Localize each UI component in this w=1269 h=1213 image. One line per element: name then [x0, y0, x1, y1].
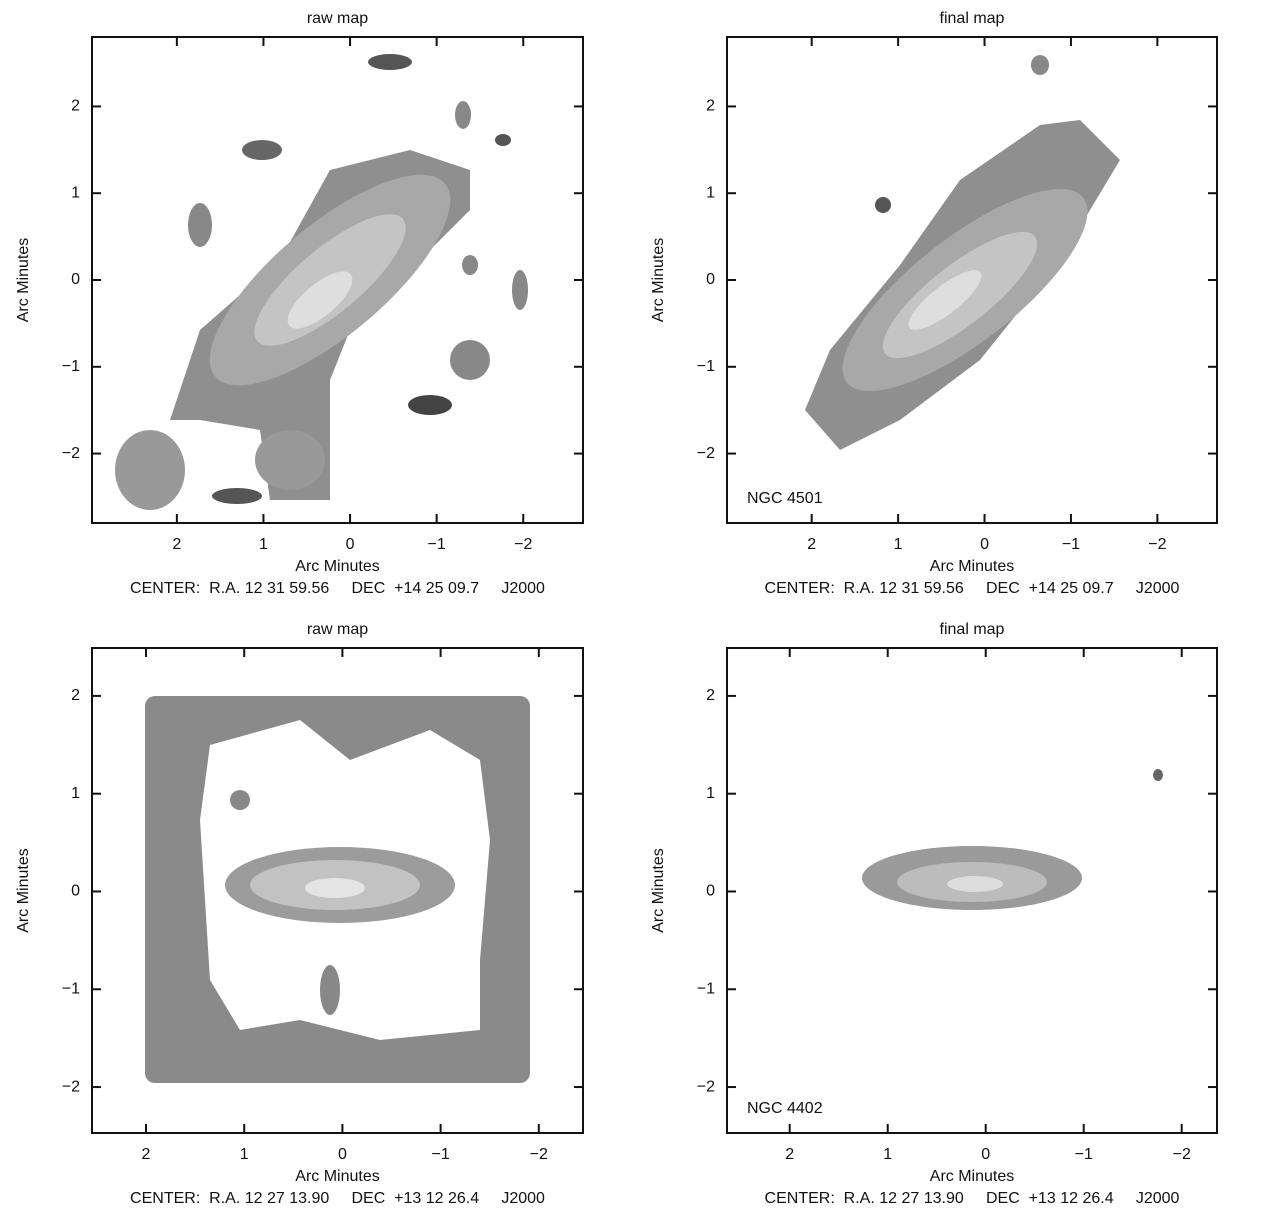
y-tick-label: 2 — [706, 687, 715, 704]
y-tick-label: −2 — [697, 1078, 715, 1095]
x-tick-label: −1 — [1062, 536, 1080, 553]
y-tick-label: −1 — [697, 358, 715, 375]
x-tick-label: 1 — [894, 536, 903, 553]
footer: CENTER: R.A. 12 31 59.56 DEC +14 25 09.7… — [765, 580, 1180, 597]
footer: CENTER: R.A. 12 27 13.90 DEC +13 12 26.4… — [765, 1190, 1180, 1207]
y-tick-label: 2 — [706, 98, 715, 115]
x-tick-label: −2 — [514, 536, 532, 553]
panel-title: raw map — [307, 10, 368, 27]
x-tick-label: 1 — [240, 1146, 249, 1163]
y-tick-label: 0 — [71, 883, 80, 900]
panel-title: final map — [940, 621, 1005, 638]
panel-title: final map — [940, 10, 1005, 27]
y-tick-label: −2 — [62, 445, 80, 462]
x-tick-label: 0 — [980, 536, 989, 553]
x-tick-label: 2 — [785, 1146, 794, 1163]
y-tick-label: 0 — [706, 883, 715, 900]
x-tick-label: 2 — [142, 1146, 151, 1163]
x-axis-label: Arc Minutes — [930, 558, 1014, 575]
galaxy-label: NGC 4402 — [747, 1100, 823, 1117]
x-tick-label: −1 — [1075, 1146, 1093, 1163]
x-tick-label: 0 — [981, 1146, 990, 1163]
x-tick-label: 0 — [346, 536, 355, 553]
x-tick-label: 2 — [807, 536, 816, 553]
x-tick-label: 1 — [883, 1146, 892, 1163]
y-tick-label: 1 — [706, 184, 715, 201]
y-axis-label: Arc Minutes — [15, 848, 32, 932]
x-tick-label: −2 — [530, 1146, 548, 1163]
x-tick-label: −2 — [1173, 1146, 1191, 1163]
x-tick-label: −1 — [428, 536, 446, 553]
x-axis-label: Arc Minutes — [930, 1168, 1014, 1185]
x-tick-label: 2 — [172, 536, 181, 553]
x-tick-label: −1 — [431, 1146, 449, 1163]
x-tick-label: 1 — [259, 536, 268, 553]
y-tick-label: 1 — [71, 785, 80, 802]
y-tick-label: −1 — [62, 980, 80, 997]
y-tick-label: −1 — [697, 980, 715, 997]
footer: CENTER: R.A. 12 31 59.56 DEC +14 25 09.7… — [130, 580, 545, 597]
y-tick-label: 1 — [71, 184, 80, 201]
y-tick-label: −2 — [697, 445, 715, 462]
y-tick-label: 1 — [706, 785, 715, 802]
x-axis-label: Arc Minutes — [295, 558, 379, 575]
y-tick-label: −2 — [62, 1078, 80, 1095]
footer: CENTER: R.A. 12 27 13.90 DEC +13 12 26.4… — [130, 1190, 545, 1207]
x-axis-label: Arc Minutes — [295, 1168, 379, 1185]
y-axis-label: Arc Minutes — [15, 238, 32, 322]
y-tick-label: −1 — [62, 358, 80, 375]
y-axis-label: Arc Minutes — [650, 848, 667, 932]
y-tick-label: 2 — [71, 687, 80, 704]
x-tick-label: −2 — [1148, 536, 1166, 553]
x-tick-label: 0 — [338, 1146, 347, 1163]
galaxy-label: NGC 4501 — [747, 490, 823, 507]
y-tick-label: 0 — [71, 271, 80, 288]
panel-title: raw map — [307, 621, 368, 638]
y-axis-label: Arc Minutes — [650, 238, 667, 322]
y-tick-label: 0 — [706, 271, 715, 288]
map-image — [115, 54, 1163, 1083]
y-tick-label: 2 — [71, 98, 80, 115]
